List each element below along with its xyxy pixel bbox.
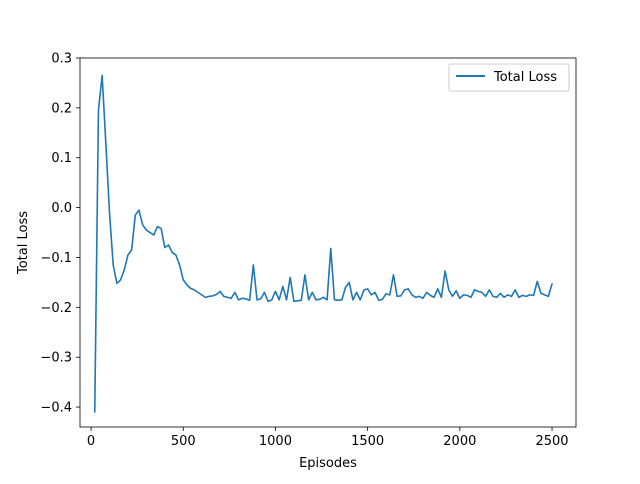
y-axis-label: Total Loss [16,211,31,275]
y-tick-label: 0.0 [51,201,72,216]
y-tick-label: 0.3 [51,52,72,67]
y-axis-ticks: −0.4 −0.3 −0.2 −0.1 0.0 0.1 0.2 0.3 [40,52,80,416]
plot-frame [79,57,577,428]
x-axis-label: Episodes [299,456,357,471]
x-tick-label: 2500 [535,434,568,449]
x-tick-label: 2000 [443,434,476,449]
legend-box [448,63,570,92]
x-tick-label: 0 [87,434,95,449]
legend: Total Loss [448,63,570,92]
x-tick-label: 1000 [259,434,292,449]
legend-label: Total Loss [493,70,557,85]
y-tick-label: −0.2 [40,301,72,316]
x-tick-label: 1500 [351,434,384,449]
y-tick-label: −0.4 [40,401,72,416]
y-tick-label: −0.1 [40,251,72,266]
y-tick-label: 0.2 [51,101,72,116]
series-layer [93,74,553,413]
y-tick-label: 0.1 [51,151,72,166]
x-axis-ticks: 0 500 1000 1500 2000 2500 [87,427,569,449]
x-tick-label: 500 [171,434,196,449]
y-tick-label: −0.3 [40,351,72,366]
series-line-total-loss [93,74,553,413]
